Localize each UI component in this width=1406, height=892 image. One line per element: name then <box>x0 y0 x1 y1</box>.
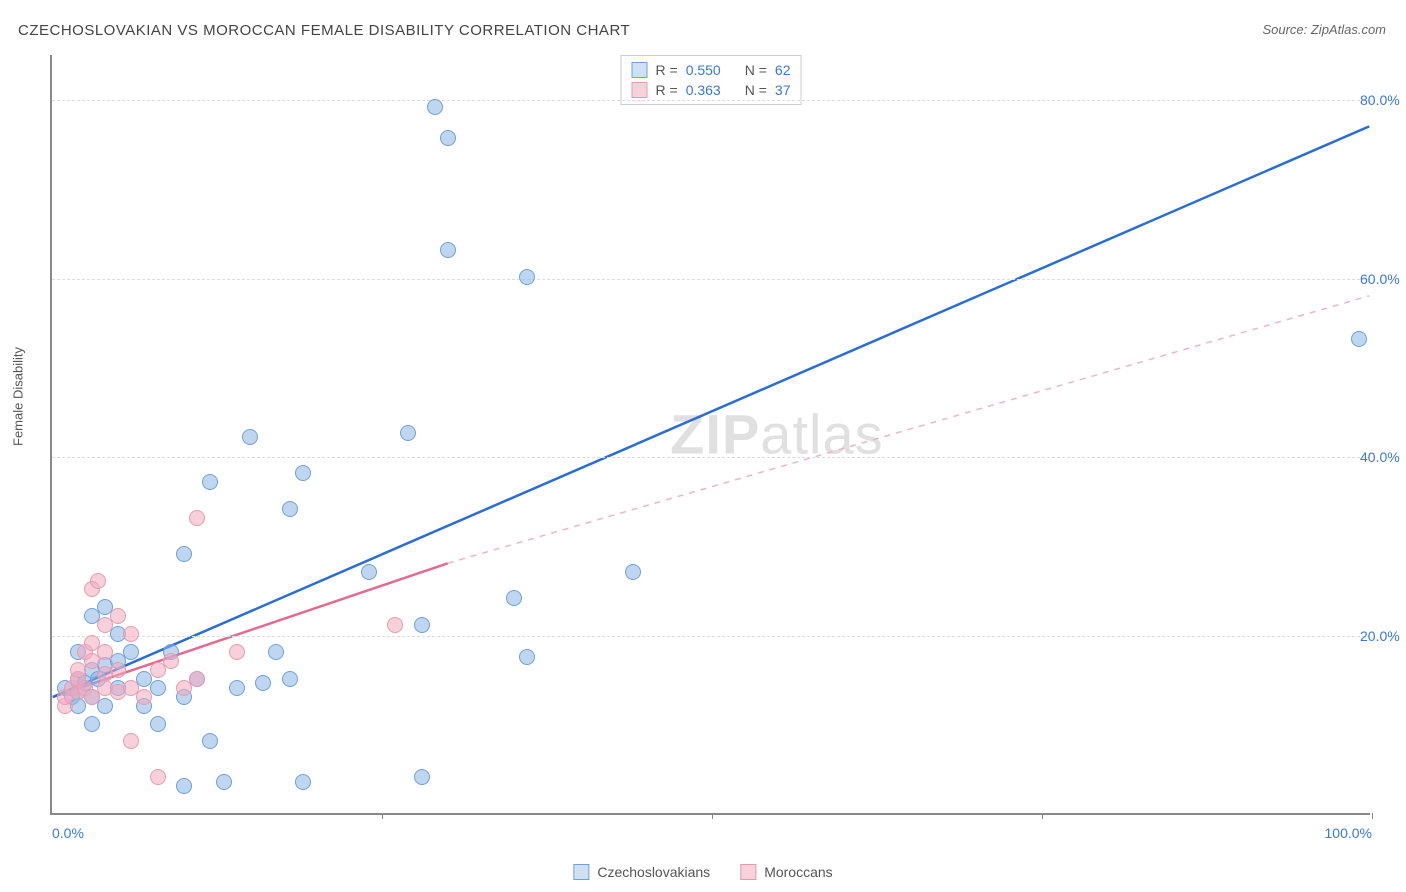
scatter-point <box>110 662 126 678</box>
legend-swatch-icon <box>573 864 589 880</box>
x-tick-mark <box>712 813 713 819</box>
stats-row: R = 0.550 N = 62 <box>632 60 791 80</box>
scatter-point <box>123 644 139 660</box>
x-tick-label: 100.0% <box>1325 825 1372 841</box>
scatter-point <box>282 501 298 517</box>
scatter-point <box>229 680 245 696</box>
r-label: R = <box>656 82 678 98</box>
gridline <box>52 457 1370 458</box>
scatter-point <box>506 590 522 606</box>
n-label: N = <box>745 62 767 78</box>
bottom-legend: Czechoslovakians Moroccans <box>573 864 832 880</box>
gridline <box>52 100 1370 101</box>
r-label: R = <box>656 62 678 78</box>
scatter-point <box>625 564 641 580</box>
scatter-point <box>176 778 192 794</box>
scatter-point <box>163 653 179 669</box>
legend-swatch-icon <box>740 864 756 880</box>
scatter-point <box>255 675 271 691</box>
y-tick-label: 80.0% <box>1360 92 1406 108</box>
y-axis-label: Female Disability <box>11 347 26 446</box>
legend-swatch-icon <box>632 62 648 78</box>
legend-label: Moroccans <box>764 864 832 880</box>
scatter-point <box>295 774 311 790</box>
scatter-point <box>295 465 311 481</box>
y-tick-label: 20.0% <box>1360 628 1406 644</box>
scatter-point <box>242 429 258 445</box>
scatter-point <box>1351 331 1367 347</box>
source-label: Source: ZipAtlas.com <box>1262 22 1386 37</box>
scatter-point <box>84 716 100 732</box>
scatter-point <box>229 644 245 660</box>
chart-container: CZECHOSLOVAKIAN VS MOROCCAN FEMALE DISAB… <box>0 0 1406 892</box>
legend-label: Czechoslovakians <box>597 864 710 880</box>
x-tick-mark <box>382 813 383 819</box>
legend-item: Czechoslovakians <box>573 864 710 880</box>
n-label: N = <box>745 82 767 98</box>
scatter-point <box>414 617 430 633</box>
scatter-point <box>519 269 535 285</box>
scatter-point <box>440 130 456 146</box>
chart-title: CZECHOSLOVAKIAN VS MOROCCAN FEMALE DISAB… <box>18 22 630 39</box>
scatter-point <box>440 242 456 258</box>
x-tick-label: 0.0% <box>52 825 84 841</box>
gridline <box>52 636 1370 637</box>
scatter-point <box>97 698 113 714</box>
y-tick-label: 40.0% <box>1360 449 1406 465</box>
x-tick-mark <box>1372 813 1373 819</box>
scatter-point <box>400 425 416 441</box>
scatter-point <box>176 546 192 562</box>
n-value: 62 <box>775 62 791 78</box>
legend-item: Moroccans <box>740 864 832 880</box>
scatter-point <box>189 671 205 687</box>
legend-swatch-icon <box>632 82 648 98</box>
scatter-point <box>150 716 166 732</box>
scatter-point <box>268 644 284 660</box>
scatter-point <box>202 474 218 490</box>
gridline <box>52 279 1370 280</box>
x-tick-mark <box>1042 813 1043 819</box>
n-value: 37 <box>775 82 791 98</box>
plot-area: ZIPatlas R =0.550N =62R =0.363N =37 20.0… <box>50 55 1370 815</box>
scatter-point <box>202 733 218 749</box>
stats-row: R = 0.363 N = 37 <box>632 80 791 100</box>
scatter-point <box>150 769 166 785</box>
scatter-point <box>90 573 106 589</box>
stats-legend-box: R = 0.550 N = 62 R = 0.363 N = 37 <box>621 55 802 105</box>
scatter-point <box>123 733 139 749</box>
scatter-point <box>519 649 535 665</box>
scatter-point <box>282 671 298 687</box>
scatter-point <box>123 626 139 642</box>
y-tick-label: 60.0% <box>1360 271 1406 287</box>
scatter-point <box>189 510 205 526</box>
scatter-point <box>136 689 152 705</box>
r-value: 0.363 <box>686 82 721 98</box>
scatter-point <box>110 608 126 624</box>
scatter-point <box>361 564 377 580</box>
r-value: 0.550 <box>686 62 721 78</box>
scatter-point <box>414 769 430 785</box>
scatter-point <box>387 617 403 633</box>
scatter-point <box>427 99 443 115</box>
scatter-point <box>97 644 113 660</box>
scatter-point <box>216 774 232 790</box>
